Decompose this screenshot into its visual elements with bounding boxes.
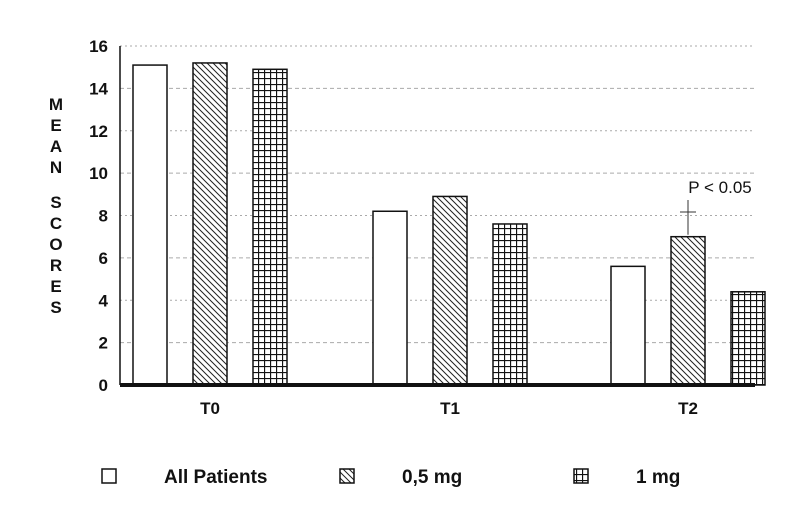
bar-t2-series-3	[730, 291, 766, 386]
y-tick-label-6: 6	[99, 249, 108, 268]
y-axis-label-letter-0-2: A	[49, 137, 63, 156]
axes	[119, 46, 755, 387]
legend-label-series-3: 1 mg	[636, 467, 680, 488]
bar-t2-series-2	[670, 235, 706, 386]
bar-t2-series-1	[610, 265, 646, 386]
y-axis-label-letter-1-5: S	[50, 298, 62, 317]
y-tick-label-12: 12	[89, 122, 108, 141]
y-axis-label-letter-0-0: M	[48, 95, 64, 114]
y-axis-label-letter-1-1: C	[49, 214, 63, 233]
y-axis-label-letter-0-3: N	[49, 158, 63, 177]
legend-swatch-series-2	[339, 468, 355, 484]
x-category-label-t1: T1	[440, 399, 460, 418]
legend-label-series-1: All Patients	[164, 467, 267, 488]
x-category-labels: T0 T1 T2	[200, 399, 698, 418]
bars	[132, 62, 766, 386]
y-tick-label-4: 4	[99, 291, 109, 310]
annotation-p-value: P < 0.05	[688, 178, 752, 197]
y-tick-label-14: 14	[89, 79, 108, 98]
y-axis-label-letter-1-0: S	[50, 193, 62, 212]
y-axis-label-letter-0-1: E	[50, 116, 62, 135]
y-tick-label-8: 8	[99, 207, 108, 226]
y-tick-label-10: 10	[89, 164, 108, 183]
x-category-label-t0: T0	[200, 399, 220, 418]
bar-t1-series-3	[492, 223, 528, 386]
significance-annotation: P < 0.05	[680, 178, 752, 235]
bar-t0-series-3	[252, 68, 288, 386]
bar-t1-series-1	[372, 210, 408, 386]
legend-swatch-series-3	[573, 468, 589, 484]
legend: All Patients 0,5 mg 1 mg	[101, 467, 680, 488]
y-tick-label-16: 16	[89, 37, 108, 56]
x-category-label-t2: T2	[678, 399, 698, 418]
legend-label-series-2: 0,5 mg	[402, 467, 462, 488]
bar-t0-series-1	[132, 64, 168, 386]
bar-t1-series-2	[432, 195, 468, 386]
y-axis-label-letter-1-2: O	[49, 235, 63, 254]
y-tick-label-0: 0	[99, 376, 108, 395]
y-tick-labels: 0 2 4 6 8 10 12 14 16	[89, 37, 108, 395]
y-axis-label-letter-1-3: R	[49, 256, 63, 275]
y-tick-label-2: 2	[99, 334, 108, 353]
y-axis-label-letter-1-4: E	[50, 277, 62, 296]
legend-swatch-series-1	[101, 468, 117, 484]
bar-t0-series-2	[192, 62, 228, 386]
